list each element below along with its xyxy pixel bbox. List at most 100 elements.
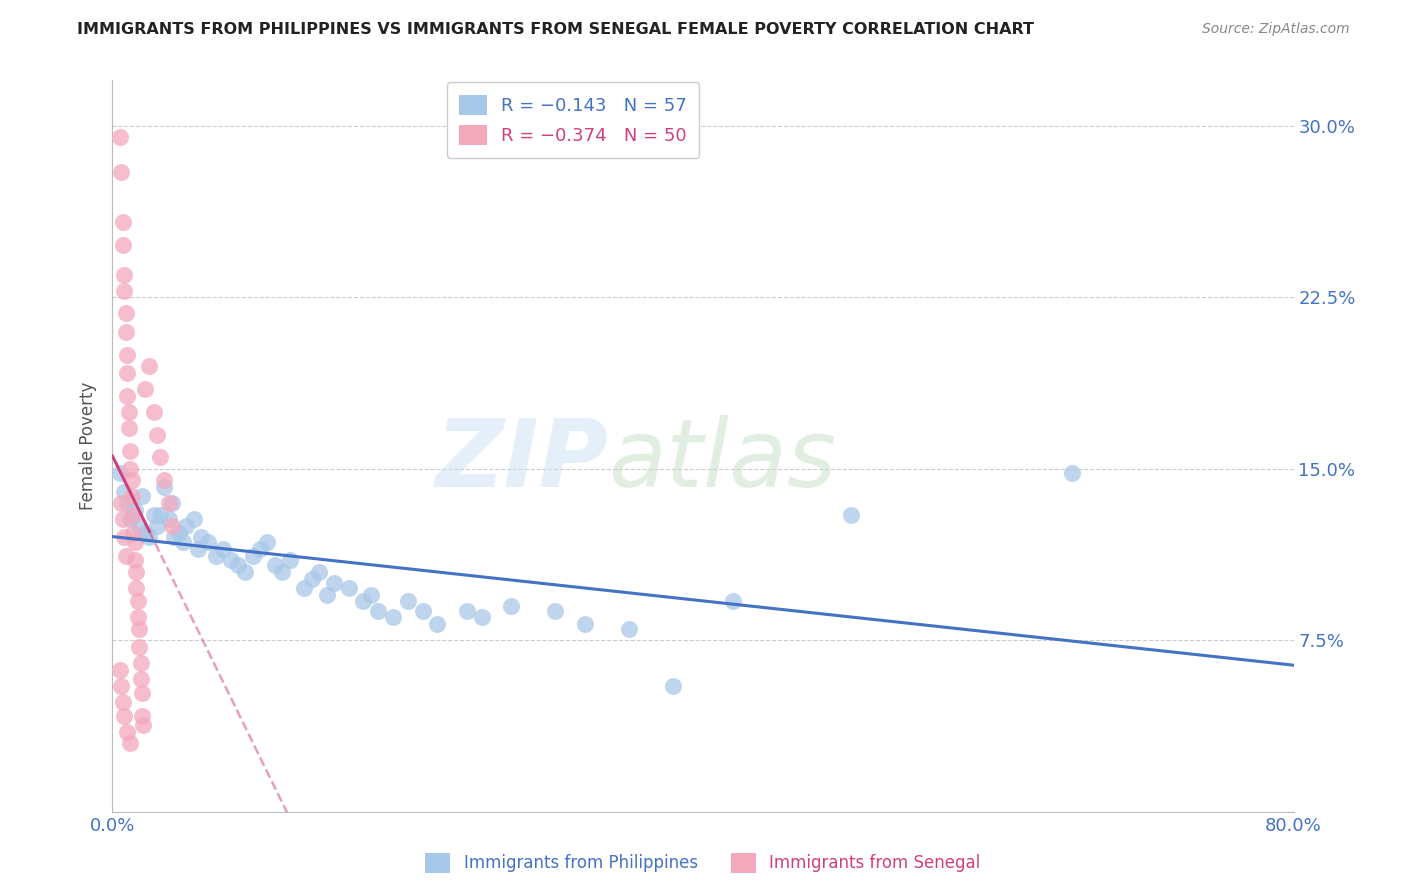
Point (121, 489, 143, 503)
Point (172, 535, 194, 549)
Point (426, 617, 449, 632)
Point (183, 512, 205, 526)
Point (619, 622, 641, 636)
Text: atlas: atlas (609, 415, 837, 506)
Point (574, 617, 596, 632)
Point (301, 572, 323, 586)
Text: Source: ZipAtlas.com: Source: ZipAtlas.com (1202, 22, 1350, 37)
Point (226, 558, 249, 572)
Point (108, 663, 131, 677)
Text: IMMIGRANTS FROM PHILIPPINES VS IMMIGRANTS FROM SENEGAL FEMALE POVERTY CORRELATIO: IMMIGRANTS FROM PHILIPPINES VS IMMIGRANT… (77, 22, 1035, 37)
Point (308, 565, 330, 579)
Point (205, 549, 228, 563)
Point (367, 604, 389, 618)
Point (662, 679, 685, 693)
Point (721, 594, 744, 608)
Point (197, 535, 219, 549)
Point (249, 541, 271, 556)
Point (501, 599, 523, 613)
Point (117, 724, 138, 739)
Point (219, 553, 242, 567)
Point (138, 530, 160, 544)
Point (167, 525, 190, 540)
Point (146, 427, 169, 442)
Point (212, 541, 235, 556)
Point (315, 588, 337, 602)
Point (131, 489, 153, 503)
Point (112, 708, 135, 723)
Point (110, 164, 132, 178)
Point (122, 525, 145, 540)
Point (120, 462, 142, 476)
Point (153, 473, 176, 487)
Point (839, 508, 862, 522)
Point (337, 581, 360, 595)
Point (129, 656, 152, 670)
Point (382, 610, 405, 624)
Point (108, 467, 131, 481)
Point (112, 268, 135, 282)
Point (1062, 467, 1084, 481)
Point (131, 708, 153, 723)
Point (174, 519, 197, 533)
Point (411, 604, 433, 618)
Point (120, 443, 142, 458)
Point (112, 284, 135, 298)
Point (149, 508, 172, 522)
Point (396, 594, 419, 608)
Point (118, 405, 141, 419)
Point (163, 530, 186, 544)
Point (456, 604, 478, 618)
Point (278, 553, 301, 567)
Point (544, 604, 567, 618)
Point (117, 496, 138, 510)
Point (127, 594, 149, 608)
Point (157, 496, 180, 510)
Point (242, 549, 264, 563)
Point (264, 558, 287, 572)
Point (117, 389, 138, 403)
Point (323, 576, 346, 591)
Point (157, 512, 180, 526)
Point (271, 565, 294, 579)
Point (114, 549, 136, 563)
Point (352, 594, 374, 608)
Point (190, 530, 212, 544)
Point (125, 565, 148, 579)
Point (131, 686, 153, 700)
Point (129, 672, 152, 686)
Point (110, 496, 132, 510)
Point (111, 695, 134, 709)
Point (110, 679, 132, 693)
Point (117, 366, 138, 380)
Text: ZIP: ZIP (436, 415, 609, 507)
Legend: R = −0.143   N = 57, R = −0.374   N = 50: R = −0.143 N = 57, R = −0.374 N = 50 (447, 82, 699, 158)
Y-axis label: Female Poverty: Female Poverty (79, 382, 97, 510)
Point (124, 535, 146, 549)
Point (112, 530, 135, 544)
Point (134, 382, 156, 396)
Legend: Immigrants from Philippines, Immigrants from Senegal: Immigrants from Philippines, Immigrants … (419, 847, 987, 880)
Point (120, 736, 142, 750)
Point (142, 405, 165, 419)
Point (153, 480, 176, 494)
Point (108, 130, 131, 145)
Point (114, 325, 136, 339)
Point (149, 450, 172, 465)
Point (114, 306, 136, 320)
Point (134, 525, 156, 540)
Point (128, 640, 150, 655)
Point (146, 519, 169, 533)
Point (111, 512, 134, 526)
Point (117, 347, 138, 362)
Point (122, 508, 145, 522)
Point (112, 484, 135, 499)
Point (187, 541, 209, 556)
Point (111, 238, 134, 252)
Point (142, 508, 165, 522)
Point (124, 503, 146, 517)
Point (125, 581, 148, 595)
Point (120, 512, 142, 526)
Point (160, 496, 183, 510)
Point (118, 421, 141, 435)
